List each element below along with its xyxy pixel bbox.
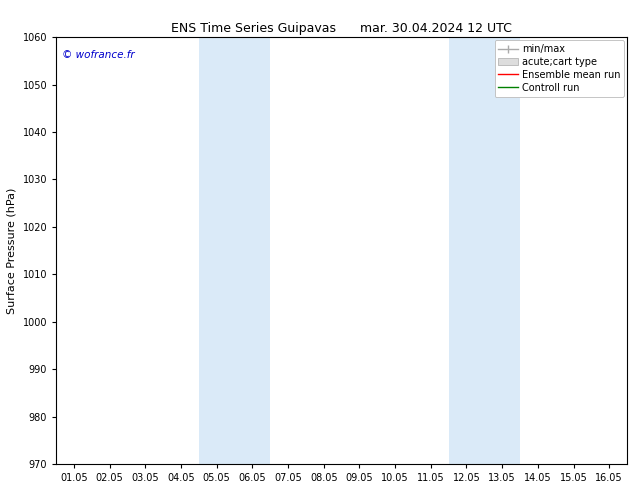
Title: ENS Time Series Guipavas      mar. 30.04.2024 12 UTC: ENS Time Series Guipavas mar. 30.04.2024… — [171, 22, 512, 35]
Bar — [199, 37, 270, 464]
Bar — [449, 37, 520, 464]
Text: © wofrance.fr: © wofrance.fr — [62, 50, 134, 60]
Y-axis label: Surface Pressure (hPa): Surface Pressure (hPa) — [7, 188, 17, 314]
Legend: min/max, acute;cart type, Ensemble mean run, Controll run: min/max, acute;cart type, Ensemble mean … — [495, 40, 624, 97]
